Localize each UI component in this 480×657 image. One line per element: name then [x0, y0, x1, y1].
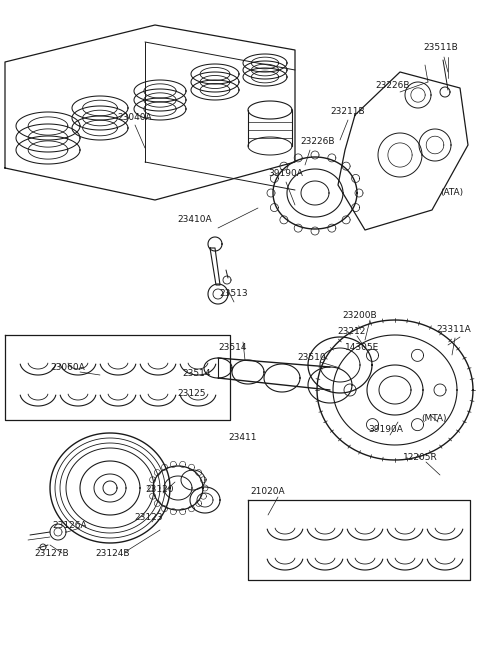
Text: 23226B: 23226B — [376, 81, 410, 91]
Text: 23126A: 23126A — [53, 522, 87, 530]
Polygon shape — [208, 237, 222, 251]
Text: 21020A: 21020A — [251, 487, 285, 497]
Polygon shape — [16, 112, 80, 140]
Text: 23513: 23513 — [220, 288, 248, 298]
Polygon shape — [40, 544, 46, 550]
Polygon shape — [191, 64, 239, 84]
Text: 39190A: 39190A — [269, 168, 303, 177]
Polygon shape — [248, 137, 292, 155]
Polygon shape — [232, 360, 264, 384]
Polygon shape — [204, 358, 232, 378]
Polygon shape — [405, 82, 431, 108]
Text: 23124B: 23124B — [96, 549, 130, 558]
Polygon shape — [434, 384, 446, 396]
Text: (ATA): (ATA) — [441, 187, 464, 196]
Text: 23200B: 23200B — [343, 311, 377, 321]
Text: 23211B: 23211B — [331, 106, 365, 116]
Text: 23511B: 23511B — [424, 43, 458, 51]
Polygon shape — [367, 419, 379, 430]
Text: 23411: 23411 — [229, 434, 257, 443]
Polygon shape — [264, 364, 300, 392]
Polygon shape — [153, 466, 203, 510]
Text: (MTA): (MTA) — [421, 413, 447, 422]
Polygon shape — [134, 89, 186, 111]
Polygon shape — [243, 61, 287, 79]
Polygon shape — [208, 284, 228, 304]
Polygon shape — [181, 470, 205, 490]
Polygon shape — [308, 337, 372, 393]
Polygon shape — [134, 98, 186, 120]
Polygon shape — [378, 133, 422, 177]
Polygon shape — [317, 320, 473, 460]
Text: 23212: 23212 — [338, 327, 366, 336]
Text: 12205R: 12205R — [403, 453, 437, 463]
Text: 23123: 23123 — [135, 514, 163, 522]
Polygon shape — [16, 136, 80, 164]
Polygon shape — [248, 101, 292, 119]
Text: 23127B: 23127B — [35, 549, 69, 558]
Polygon shape — [273, 157, 357, 229]
Polygon shape — [72, 106, 128, 130]
Polygon shape — [411, 419, 423, 430]
Polygon shape — [191, 80, 239, 100]
Polygon shape — [223, 276, 231, 284]
Polygon shape — [50, 433, 170, 543]
Polygon shape — [190, 487, 220, 513]
Text: 23226B: 23226B — [301, 137, 335, 145]
Text: 23120: 23120 — [146, 486, 174, 495]
Polygon shape — [50, 524, 66, 540]
Polygon shape — [72, 96, 128, 120]
Text: 14305E: 14305E — [345, 344, 379, 353]
Polygon shape — [72, 116, 128, 140]
Polygon shape — [440, 87, 450, 97]
Text: 23125: 23125 — [178, 388, 206, 397]
Text: 39190A: 39190A — [369, 426, 403, 434]
Text: 23410A: 23410A — [178, 215, 212, 225]
Polygon shape — [243, 54, 287, 72]
Polygon shape — [344, 384, 356, 396]
Polygon shape — [419, 129, 451, 161]
Polygon shape — [191, 72, 239, 92]
Polygon shape — [367, 350, 379, 361]
Text: 23510: 23510 — [298, 353, 326, 363]
Polygon shape — [308, 367, 352, 403]
Polygon shape — [411, 350, 423, 361]
Text: 23060A: 23060A — [50, 363, 85, 373]
Text: 23040A: 23040A — [118, 114, 152, 122]
Text: 23514: 23514 — [183, 369, 211, 378]
Polygon shape — [134, 80, 186, 102]
Polygon shape — [16, 124, 80, 152]
Text: 23311A: 23311A — [437, 325, 471, 334]
Text: 23514: 23514 — [219, 344, 247, 353]
Polygon shape — [243, 68, 287, 86]
